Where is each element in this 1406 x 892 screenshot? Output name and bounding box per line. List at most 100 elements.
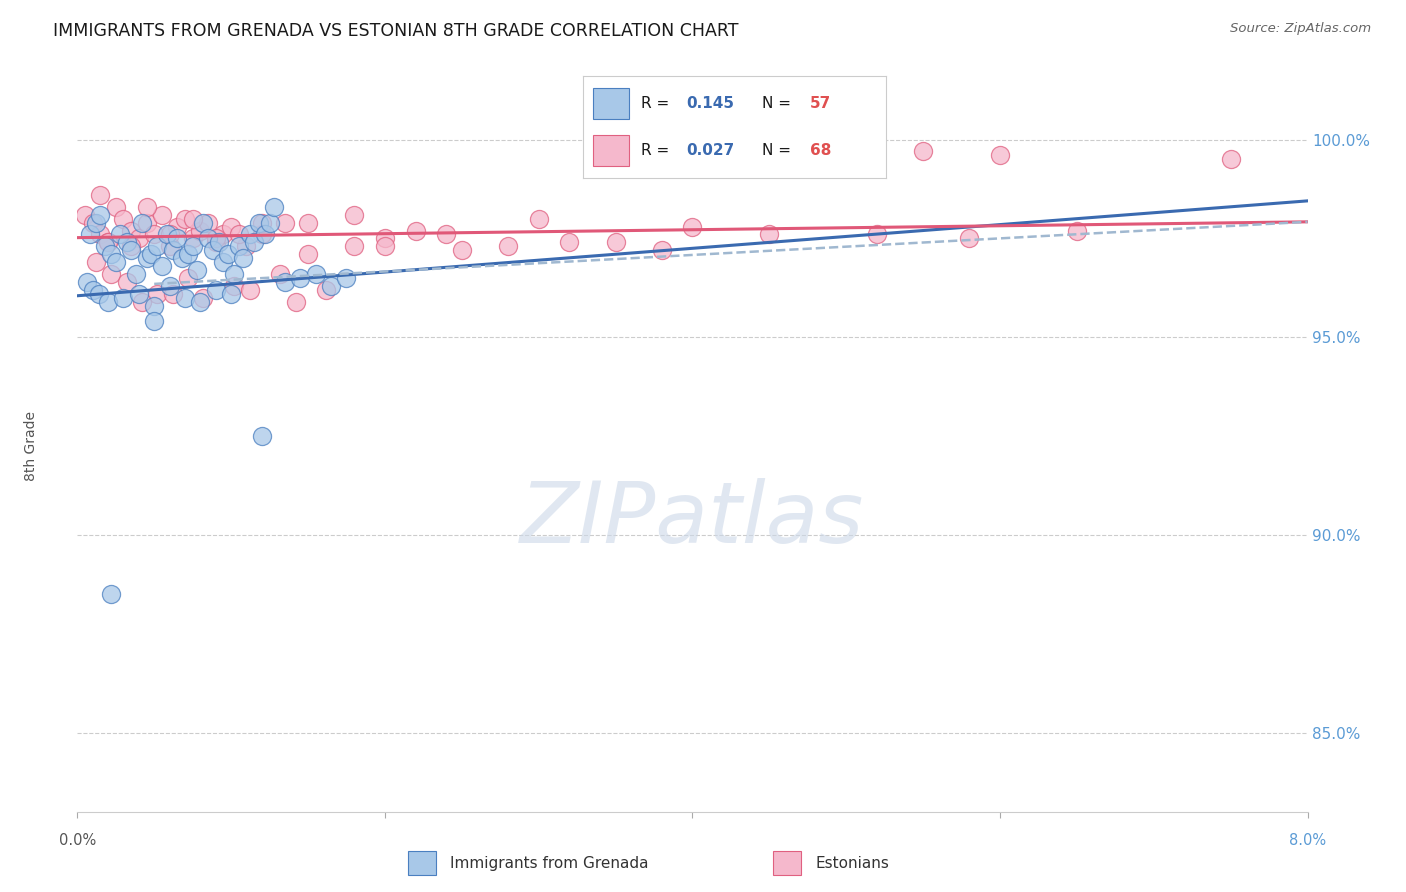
Point xyxy=(143,314,166,328)
Point xyxy=(228,227,250,242)
Point xyxy=(170,251,193,265)
Point xyxy=(97,235,120,250)
Point xyxy=(436,227,458,242)
Point xyxy=(97,294,120,309)
Point xyxy=(104,255,127,269)
Point xyxy=(146,239,169,253)
Point xyxy=(76,275,98,289)
Point xyxy=(239,227,262,242)
Point xyxy=(89,227,111,242)
Point xyxy=(112,211,135,226)
Point xyxy=(82,283,104,297)
Point xyxy=(217,247,239,261)
Bar xyxy=(592,88,628,119)
Point xyxy=(143,299,166,313)
Point xyxy=(235,239,257,253)
Point xyxy=(186,263,208,277)
Text: N =: N = xyxy=(762,96,790,111)
Point xyxy=(135,216,157,230)
Point xyxy=(232,251,254,265)
Point xyxy=(284,294,307,309)
Point xyxy=(97,235,120,250)
Point xyxy=(166,219,188,234)
Point xyxy=(94,239,117,253)
Point xyxy=(651,244,673,258)
Text: 8.0%: 8.0% xyxy=(1289,833,1326,848)
Bar xyxy=(592,136,628,166)
Point xyxy=(87,286,110,301)
Point xyxy=(315,283,337,297)
Point xyxy=(204,231,226,245)
Point xyxy=(128,231,150,245)
Point xyxy=(297,216,319,230)
Point xyxy=(496,239,519,253)
Point xyxy=(181,239,204,253)
Point xyxy=(450,244,472,258)
Point xyxy=(181,231,204,245)
Point xyxy=(73,208,96,222)
Point xyxy=(112,291,135,305)
Point xyxy=(84,255,107,269)
Point xyxy=(250,227,273,242)
Point xyxy=(682,219,704,234)
Point xyxy=(758,227,780,242)
Point xyxy=(131,294,153,309)
Point xyxy=(120,223,142,237)
Bar xyxy=(773,851,801,875)
Point xyxy=(274,216,297,230)
Text: R =: R = xyxy=(641,144,673,158)
Point xyxy=(212,255,235,269)
Point xyxy=(100,587,122,601)
Point xyxy=(224,278,246,293)
Point xyxy=(89,188,111,202)
Point xyxy=(197,216,219,230)
Point xyxy=(174,211,197,226)
Text: Estonians: Estonians xyxy=(815,855,890,871)
Point xyxy=(79,227,101,242)
Point xyxy=(247,216,270,230)
Point xyxy=(1219,153,1241,167)
Point xyxy=(120,244,142,258)
Point xyxy=(159,239,181,253)
Point xyxy=(335,271,357,285)
Text: N =: N = xyxy=(762,144,790,158)
Point xyxy=(100,247,122,261)
Point xyxy=(274,275,297,289)
Point xyxy=(162,286,184,301)
Point xyxy=(100,267,122,281)
Point xyxy=(212,227,235,242)
Point xyxy=(104,200,127,214)
Point xyxy=(190,223,212,237)
Text: ZIPatlas: ZIPatlas xyxy=(520,477,865,561)
Point xyxy=(988,148,1011,162)
Point xyxy=(835,140,858,154)
Point xyxy=(135,251,157,265)
Point xyxy=(84,216,107,230)
Text: IMMIGRANTS FROM GRENADA VS ESTONIAN 8TH GRADE CORRELATION CHART: IMMIGRANTS FROM GRENADA VS ESTONIAN 8TH … xyxy=(53,22,740,40)
Point xyxy=(912,145,935,159)
Point xyxy=(297,247,319,261)
Point xyxy=(141,247,163,261)
Bar xyxy=(408,851,436,875)
Point xyxy=(159,278,181,293)
Point xyxy=(219,219,242,234)
Point xyxy=(131,216,153,230)
Point xyxy=(128,286,150,301)
Point xyxy=(866,227,889,242)
Point xyxy=(89,208,111,222)
Point xyxy=(110,227,132,242)
Point xyxy=(143,227,166,242)
Point xyxy=(374,231,396,245)
Text: 0.145: 0.145 xyxy=(686,96,734,111)
Point xyxy=(259,216,281,230)
Text: 68: 68 xyxy=(810,144,831,158)
Point xyxy=(208,235,231,250)
Point xyxy=(253,227,276,242)
Point xyxy=(1066,223,1088,237)
Point xyxy=(343,208,366,222)
Point xyxy=(115,275,138,289)
Point xyxy=(190,294,212,309)
Point xyxy=(135,200,157,214)
Point xyxy=(197,231,219,245)
Point xyxy=(250,216,273,230)
